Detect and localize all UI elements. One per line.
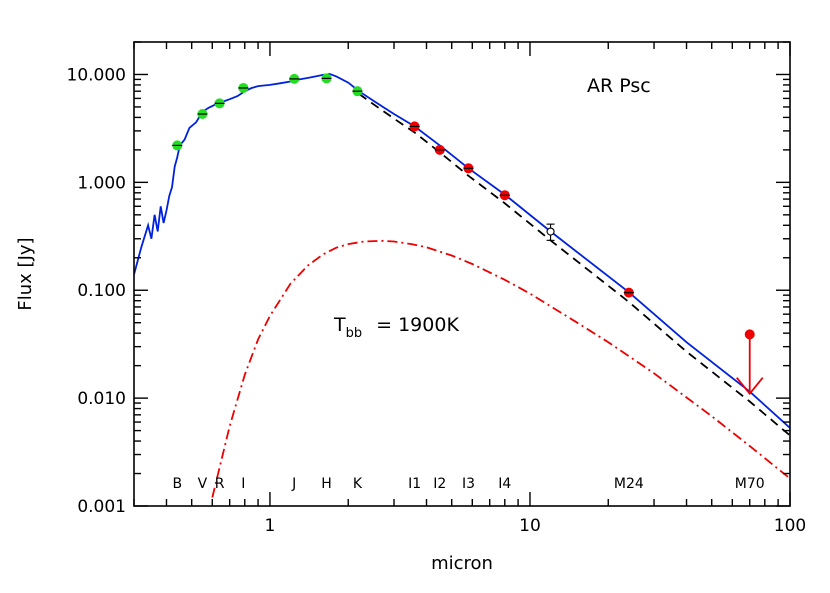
markers-layer xyxy=(172,73,764,396)
axis-ticks xyxy=(133,41,791,507)
y-tick-label: 0.010 xyxy=(77,389,126,409)
band-label: M70 xyxy=(735,476,765,492)
band-label: H xyxy=(321,476,332,492)
plot-frame xyxy=(133,41,791,507)
object-name-label: AR Psc xyxy=(587,75,651,97)
upper-limit-arrowhead xyxy=(736,377,764,396)
temperature-value: = 1900K xyxy=(376,314,459,336)
band-label: I xyxy=(241,476,245,492)
x-tick-label: 10 xyxy=(519,516,541,536)
band-label: M24 xyxy=(614,476,644,492)
y-tick-label: 0.001 xyxy=(77,497,126,517)
band-label: R xyxy=(215,476,225,492)
curves-layer xyxy=(134,73,790,498)
band-label: I2 xyxy=(433,476,446,492)
x-tick-label: 1 xyxy=(265,516,276,536)
y-tick-label: 1.000 xyxy=(77,173,126,193)
band-label: I3 xyxy=(462,476,475,492)
y-tick-label: 0.100 xyxy=(77,281,126,301)
temperature-label: Tbb = 1900K xyxy=(333,314,459,341)
y-axis-title: Flux [Jy] xyxy=(15,237,36,310)
series-line-dashdot xyxy=(211,239,790,498)
x-tick-label: 100 xyxy=(774,516,806,536)
temperature-symbol: T xyxy=(333,314,346,336)
band-label: I1 xyxy=(408,476,421,492)
data-point-open xyxy=(546,227,555,236)
band-label: J xyxy=(291,476,296,492)
band-label: K xyxy=(353,476,363,492)
axis-tick-labels: 1 10 100 0.001 0.010 0.100 1.000 10.000 xyxy=(67,65,807,536)
series-line-solid xyxy=(134,73,790,429)
y-tick-label: 10.000 xyxy=(67,65,126,85)
band-labels: B V R I J H K I1 I2 I3 I4 M24 M70 xyxy=(172,476,764,492)
x-axis-title: micron xyxy=(431,553,493,574)
band-label: V xyxy=(198,476,208,492)
band-label: B xyxy=(172,476,182,492)
data-point-upper-limit xyxy=(744,329,755,340)
band-label: I4 xyxy=(498,476,511,492)
temperature-subscript: bb xyxy=(346,326,363,341)
series-line-dashed xyxy=(358,93,790,437)
